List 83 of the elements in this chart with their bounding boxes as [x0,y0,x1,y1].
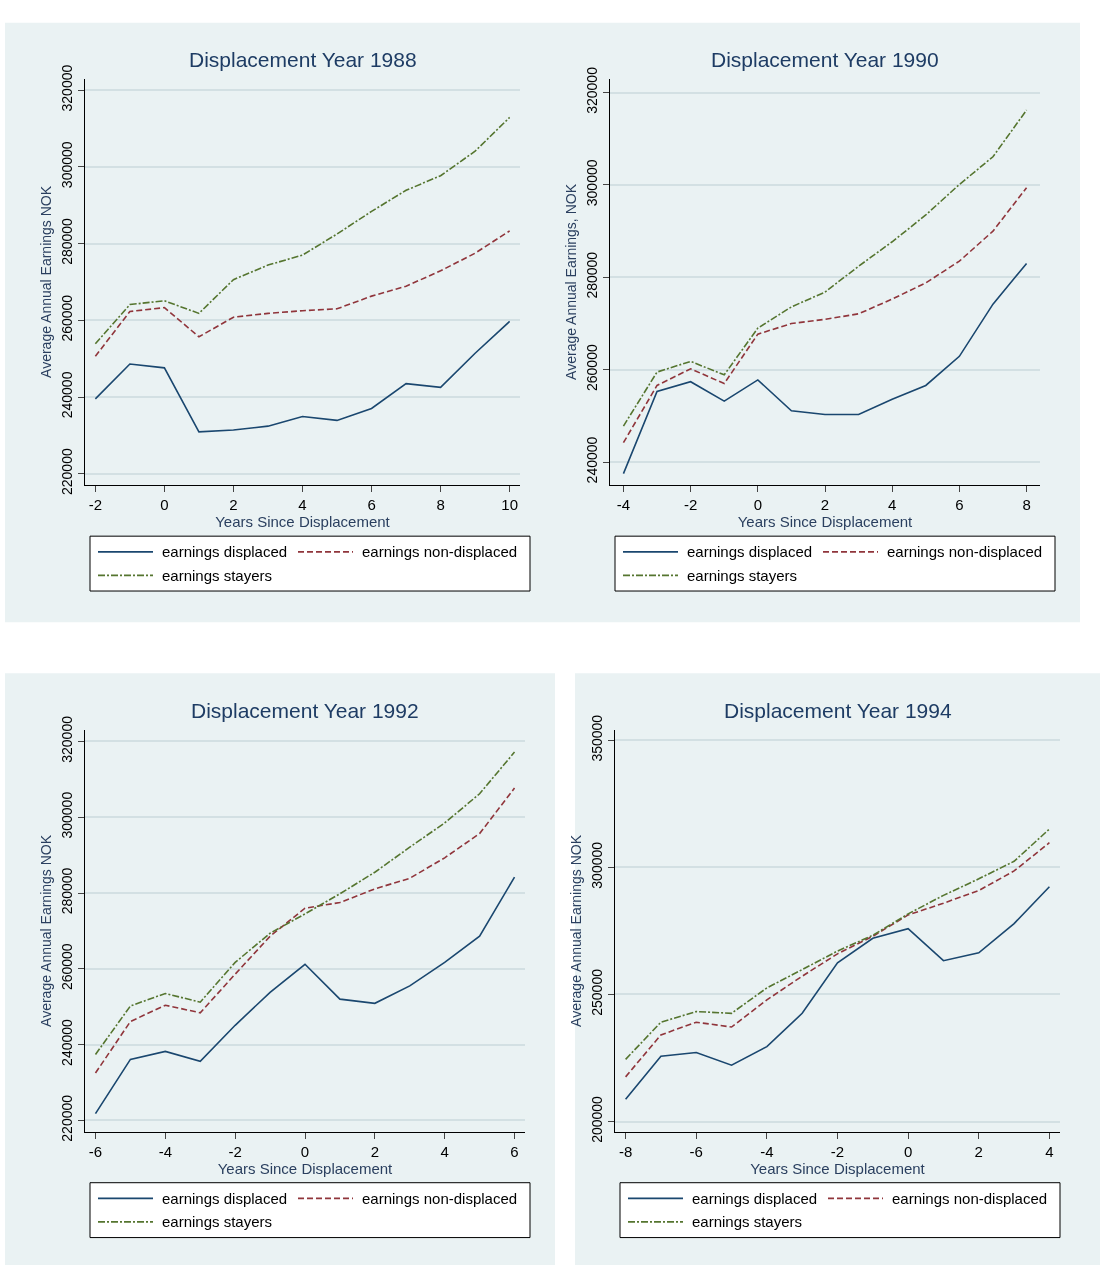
y-tick-label: 250000 [589,968,606,1016]
legend-label: earnings non-displaced [362,1190,518,1207]
x-tick-label: -2 [830,1142,845,1160]
x-tick-label: 0 [903,1142,913,1160]
line-series [94,876,516,1115]
x-tick-label: 4 [1045,1142,1054,1160]
chart-title: Displacement Year 1992 [191,699,419,722]
y-axis-title: Average Annual Earnings, NOK [563,183,579,380]
legend-label: earnings stayers [692,1213,803,1230]
x-axis-title: Years Since Displacement [217,1159,394,1177]
x-axis-title: Years Since Displacement [215,513,391,531]
x-tick-label: 6 [510,1142,519,1160]
y-tick-label: 260000 [584,344,601,391]
line-series [622,186,1028,444]
line-series [94,751,516,1056]
y-tick-label: 280000 [59,217,76,265]
y-tick-label: 240000 [59,1018,76,1066]
y-tick-label: 300000 [584,159,601,207]
y-tick-label: 220000 [59,1094,76,1142]
y-axis-title: Average Annual Earnings NOK [568,834,584,1027]
x-tick-label: 0 [753,496,762,514]
y-tick-label: 240000 [584,436,601,484]
x-tick-label: 6 [955,496,964,514]
y-tick-label: 280000 [584,251,601,299]
legend-label: earnings displaced [687,543,813,560]
x-tick-label: 2 [820,496,830,514]
legend-label: earnings stayers [687,567,798,584]
x-tick-label: -2 [228,1142,242,1160]
x-tick-label: 0 [300,1142,310,1160]
y-tick-label: 300000 [589,841,606,889]
legend-label: earnings stayers [162,567,273,584]
y-tick-label: 320000 [584,66,601,114]
x-tick-label: 0 [160,496,169,514]
chart-title: Displacement Year 1988 [189,48,417,71]
y-axis-title: Average Annual Earnings NOK [38,185,54,378]
y-tick-label: 260000 [59,294,76,342]
y-axis-title: Average Annual Earnings NOK [38,834,54,1027]
x-tick-label: 2 [974,1142,983,1160]
x-tick-label: 8 [1022,496,1031,514]
y-tick-label: 260000 [59,943,76,991]
line-series [94,230,511,358]
legend-label: earnings non-displaced [362,543,518,560]
x-tick-label: 8 [436,496,445,514]
x-axis-title: Years Since Displacement [750,1159,926,1177]
x-tick-label: -2 [88,496,103,514]
legend-label: earnings displaced [692,1190,818,1207]
line-series [624,885,1051,1101]
y-tick-label: 200000 [589,1095,606,1143]
y-tick-label: 350000 [589,714,606,762]
line-series [622,109,1028,427]
x-tick-label: -4 [760,1142,774,1160]
y-tick-label: 300000 [59,141,76,189]
x-tick-label: -2 [683,496,698,514]
x-tick-label: 6 [367,496,376,514]
x-tick-label: 4 [298,496,307,514]
x-tick-label: 4 [440,1142,449,1160]
line-series [94,116,511,345]
x-tick-label: -4 [158,1142,172,1160]
x-tick-label: -4 [616,496,631,514]
y-tick-label: 320000 [59,715,76,763]
y-tick-label: 240000 [59,371,76,419]
x-tick-label: 10 [501,496,518,514]
chart-title: Displacement Year 1990 [711,48,939,71]
x-tick-label: 4 [888,496,897,514]
y-tick-label: 280000 [59,867,76,915]
line-series [94,787,516,1074]
y-tick-label: 320000 [59,64,76,112]
x-tick-label: -6 [689,1142,703,1160]
legend-label: earnings non-displaced [887,543,1043,560]
line-series [94,320,511,433]
legend-label: earnings displaced [162,1190,288,1207]
x-tick-label: -8 [618,1142,633,1160]
x-tick-label: 2 [370,1142,380,1160]
x-axis-title: Years Since Displacement [737,513,914,531]
line-series [622,262,1028,475]
legend-label: earnings displaced [162,543,288,560]
y-tick-label: 300000 [59,791,76,839]
y-tick-label: 220000 [59,448,76,495]
x-tick-label: -6 [88,1142,103,1160]
chart-title: Displacement Year 1994 [724,699,952,722]
legend-label: earnings non-displaced [892,1190,1048,1207]
x-tick-label: 2 [229,496,238,514]
legend-label: earnings stayers [162,1213,273,1230]
